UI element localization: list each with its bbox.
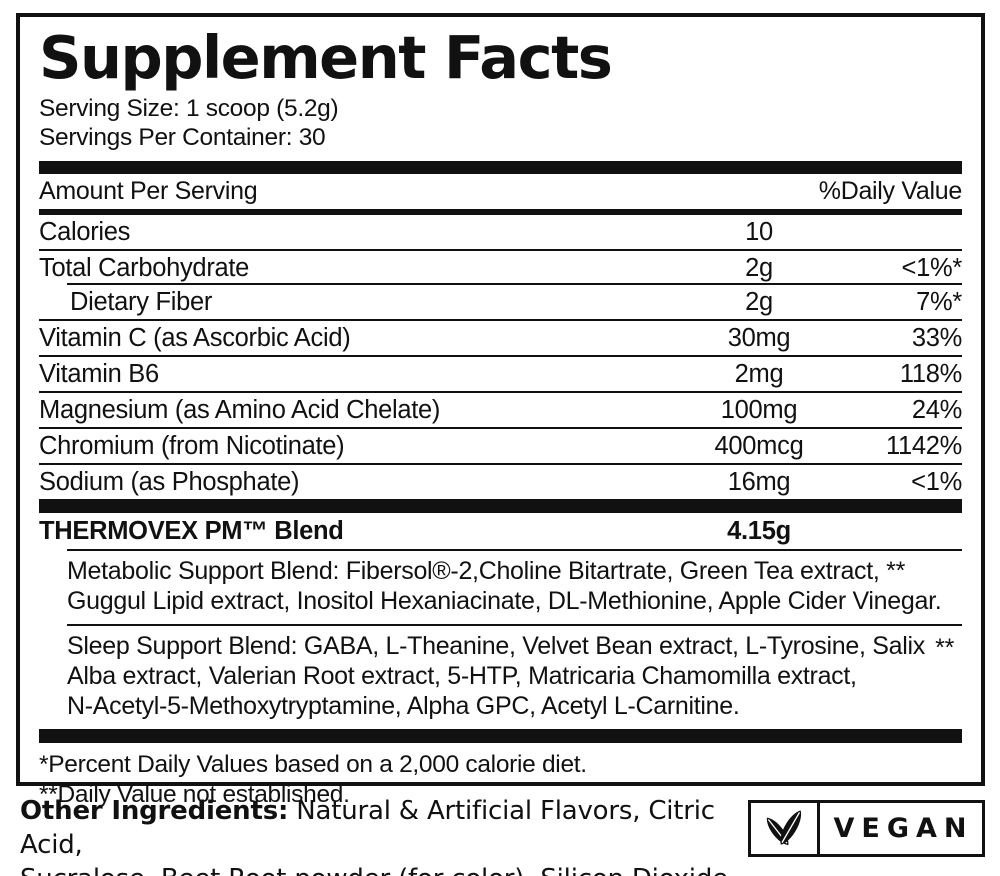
nutrient-row-sodium: Sodium (as Phosphate) 16mg <1% xyxy=(39,463,962,499)
nutrient-amount: 16mg xyxy=(727,468,791,496)
other-ingredients-line2: Sucralose, Beet Root powder (for color),… xyxy=(20,864,736,876)
nutrient-dv: 24% xyxy=(911,396,962,424)
nutrient-row-chromium: Chromium (from Nicotinate) 400mcg 1142% xyxy=(39,427,962,463)
dv-not-established-mark: ** xyxy=(935,634,954,662)
nutrient-amount: 2g xyxy=(745,288,773,316)
divider-thin-indented xyxy=(67,624,962,626)
serving-size: Serving Size: 1 scoop (5.2g) xyxy=(39,95,339,122)
servings-per-container: Servings Per Container: 30 xyxy=(39,124,326,151)
blend-title-row: THERMOVEX PM™ Blend 4.15g xyxy=(39,513,962,549)
nutrient-amount: 100mg xyxy=(720,396,798,424)
blend-line: N-Acetyl-5-Methoxytryptamine, Alpha GPC,… xyxy=(67,692,740,720)
blend-line: Metabolic Support Blend: Fibersol®-2,Cho… xyxy=(67,557,906,585)
nutrient-dv: 33% xyxy=(911,324,962,352)
nutrient-row-vitamin-b6: Vitamin B6 2mg 118% xyxy=(39,355,962,391)
divider-medium-header xyxy=(39,209,962,215)
vegan-leaves-icon xyxy=(751,803,820,854)
supplement-facts-panel: Supplement Facts Serving Size: 1 scoop (… xyxy=(16,13,985,808)
nutrient-amount: 10 xyxy=(745,218,773,246)
blend-line: Alba extract, Valerian Root extract, 5-H… xyxy=(67,662,857,690)
nutrient-dv: 118% xyxy=(899,360,962,388)
nutrient-row-dietary-fiber: Dietary Fiber 2g 7%* xyxy=(39,283,962,319)
other-ingredients-label: Other Ingredients: xyxy=(20,796,289,826)
nutrient-row-magnesium: Magnesium (as Amino Acid Chelate) 100mg … xyxy=(39,391,962,427)
nutrient-dv: <1% xyxy=(911,468,962,496)
nutrient-name: Vitamin C (as Ascorbic Acid) xyxy=(39,324,351,352)
metabolic-support-blend: Metabolic Support Blend: Fibersol®-2,Cho… xyxy=(39,551,962,624)
divider-thick-footnotes xyxy=(39,729,962,743)
vegan-label: VEGAN xyxy=(833,813,974,844)
blend-line: Sleep Support Blend: GABA, L-Theanine, V… xyxy=(67,632,925,660)
divider-thin-indented xyxy=(67,549,962,551)
daily-value-header: %Daily Value xyxy=(818,177,963,205)
nutrient-name: Magnesium (as Amino Acid Chelate) xyxy=(39,396,441,424)
blend-name: THERMOVEX PM™ Blend xyxy=(39,517,344,545)
serving-info: Serving Size: 1 scoop (5.2g) Servings Pe… xyxy=(39,94,962,152)
vegan-badge: VEGAN xyxy=(748,800,985,857)
nutrient-row-total-carbohydrate: Total Carbohydrate 2g <1%* xyxy=(39,249,962,285)
nutrient-name: Sodium (as Phosphate) xyxy=(39,468,300,496)
nutrient-name: Chromium (from Nicotinate) xyxy=(39,432,345,460)
footnote-daily-values: *Percent Daily Values based on a 2,000 c… xyxy=(39,751,587,778)
divider-thick-top xyxy=(39,161,962,174)
nutrient-dv: 1142% xyxy=(885,432,962,460)
nutrient-amount: 2g xyxy=(745,254,773,282)
footnotes: *Percent Daily Values based on a 2,000 c… xyxy=(39,750,962,810)
sleep-support-blend: ** Sleep Support Blend: GABA, L-Theanine… xyxy=(39,626,962,729)
panel-title: Supplement Facts xyxy=(39,23,613,92)
nutrient-amount: 400mcg xyxy=(714,432,804,460)
nutrient-name: Calories xyxy=(39,218,131,246)
other-ingredients-line1: Natural & Artificial Flavors, Citric Aci… xyxy=(20,796,715,860)
nutrient-rows: Calories 10 Total Carbohydrate 2g <1%* D… xyxy=(39,215,962,499)
nutrient-dv: <1%* xyxy=(901,254,963,282)
column-header-row: Amount Per Serving %Daily Value xyxy=(39,174,962,209)
nutrient-row-calories: Calories 10 xyxy=(39,215,962,249)
blend-amount: 4.15g xyxy=(727,517,791,545)
nutrient-amount: 30mg xyxy=(727,324,791,352)
nutrient-dv: 7%* xyxy=(916,288,962,316)
blend-line: Guggul Lipid extract, Inositol Hexaniaci… xyxy=(67,587,942,615)
footnote-not-established: **Daily Value not established. xyxy=(39,781,350,808)
other-ingredients: Other Ingredients: Natural & Artificial … xyxy=(20,794,750,876)
amount-per-serving-header: Amount Per Serving xyxy=(39,177,258,205)
divider-thick-blend xyxy=(39,499,962,513)
nutrient-name: Vitamin B6 xyxy=(39,360,159,388)
nutrient-amount: 2mg xyxy=(734,360,784,388)
nutrient-name: Dietary Fiber xyxy=(70,288,213,316)
nutrient-name: Total Carbohydrate xyxy=(39,254,250,282)
nutrient-row-vitamin-c: Vitamin C (as Ascorbic Acid) 30mg 33% xyxy=(39,319,962,355)
